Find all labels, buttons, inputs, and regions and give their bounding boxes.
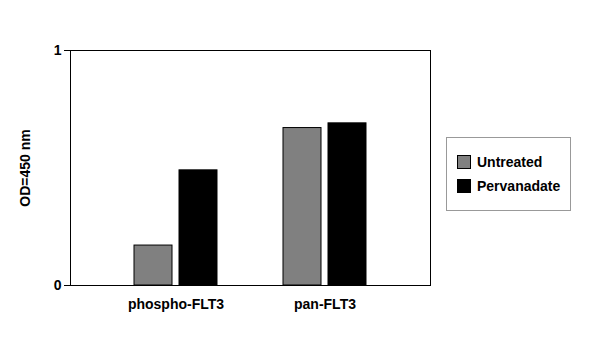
- svg-text:pan-FLT3: pan-FLT3: [294, 296, 356, 312]
- svg-text:OD=450 nm: OD=450 nm: [17, 129, 33, 206]
- svg-text:phospho-FLT3: phospho-FLT3: [128, 296, 224, 312]
- html-text:Pervanadate: Pervanadate: [477, 177, 561, 194]
- html-text:Untreated: Untreated: [477, 153, 543, 170]
- svg-text:0: 0: [54, 277, 62, 293]
- svg-text:1: 1: [54, 42, 62, 58]
